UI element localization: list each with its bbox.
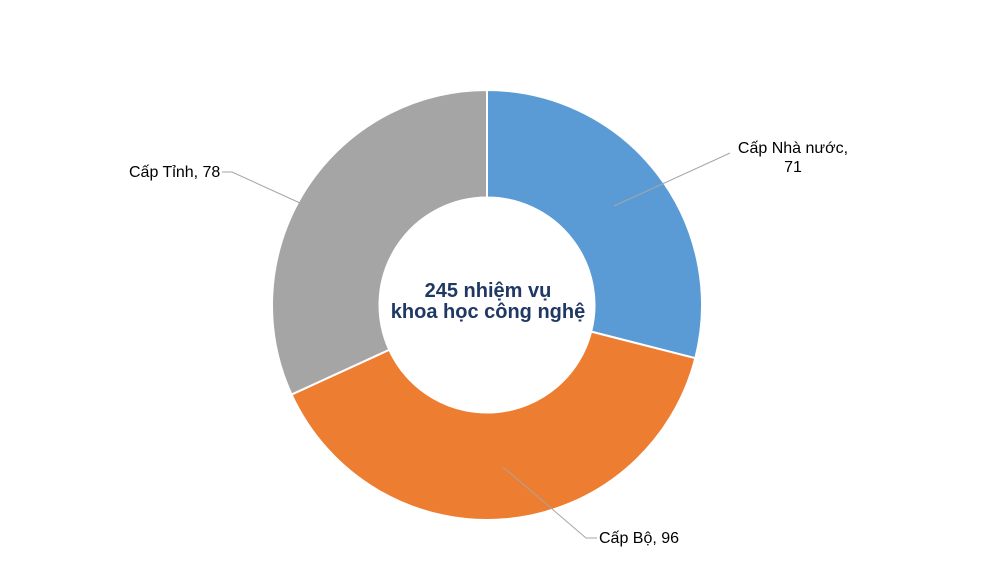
donut-segment-cap-tinh xyxy=(271,89,488,396)
leader-line-cap-nha-nuoc xyxy=(613,152,731,207)
center-label-line2: khoa học công nghệ xyxy=(390,301,586,323)
leader-lines xyxy=(222,152,731,539)
leader-line-cap-tinh xyxy=(222,171,301,204)
center-label-line1: 245 nhiệm vụ xyxy=(424,280,552,302)
data-label-cap-nha-nuoc: Cấp Nhà nước, 71 xyxy=(703,139,883,177)
leader-line-cap-bo xyxy=(502,466,597,539)
donut-segment-cap-nha-nuoc xyxy=(486,89,703,360)
data-label-cap-bo: Cấp Bộ, 96 xyxy=(599,530,680,547)
data-label-cap-nha-nuoc-line1: Cấp Nhà nước, xyxy=(737,140,849,157)
donut-segment-cap-bo xyxy=(290,330,697,521)
data-label-cap-tinh: Cấp Tỉnh, 78 xyxy=(129,164,221,181)
data-label-cap-nha-nuoc-value: 71 xyxy=(784,159,802,176)
donut-center-label: 245 nhiệm vụ khoa học công nghệ xyxy=(391,281,585,323)
donut-segments xyxy=(271,89,703,521)
